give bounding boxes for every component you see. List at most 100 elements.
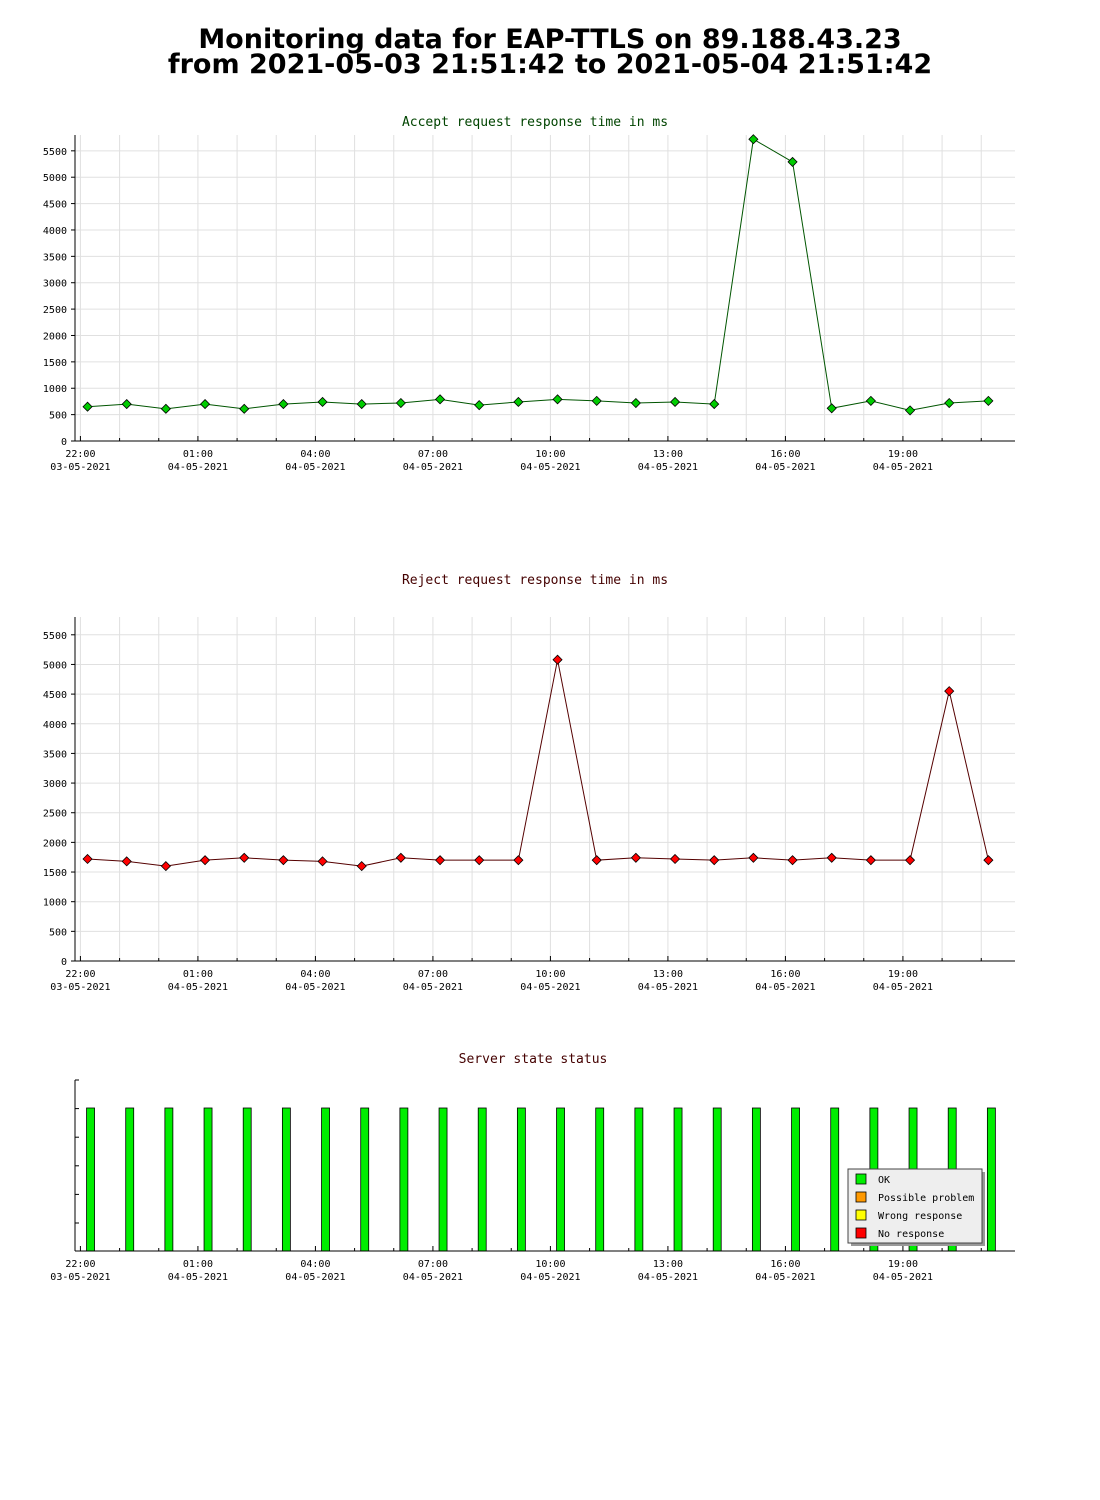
reject-data-point [709, 855, 720, 866]
status-bar [791, 1107, 800, 1252]
reject-x-tick-date: 04-05-2021 [403, 982, 463, 993]
legend-swatch [855, 1227, 867, 1239]
accept-y-tick-label: 0 [61, 437, 67, 448]
legend-swatch [855, 1209, 867, 1221]
reject-data-point [669, 853, 681, 865]
reject-x-tick-time: 19:00 [888, 969, 918, 980]
accept-x-tick-date: 04-05-2021 [168, 462, 228, 473]
status-bar [751, 1107, 761, 1252]
accept-data-point [865, 395, 876, 406]
reject-data-point [239, 852, 250, 863]
status-bar [321, 1107, 330, 1252]
accept-x-tick-time: 07:00 [418, 449, 448, 460]
status-title: Server state status [459, 1052, 608, 1067]
status-x-tick-time: 22:00 [65, 1259, 95, 1270]
accept-data-point [630, 397, 641, 409]
reject-data-point [787, 855, 798, 866]
reject-x-tick-time: 04:00 [300, 969, 330, 980]
status-x-tick-date: 04-05-2021 [168, 1272, 228, 1283]
accept-data-point [983, 395, 994, 406]
status-bar [242, 1107, 252, 1252]
reject-data-point [317, 856, 328, 867]
accept-x-tick-date: 04-05-2021 [285, 462, 345, 473]
reject-x-tick-date: 04-05-2021 [168, 982, 228, 993]
reject-title: Reject request response time in ms [402, 573, 668, 588]
reject-y-tick-label: 4500 [43, 690, 67, 701]
reject-data-point [474, 855, 485, 866]
accept-x-tick-date: 04-05-2021 [403, 462, 463, 473]
reject-data-point [748, 852, 759, 863]
accept-data-point [356, 399, 367, 410]
status-bar [164, 1107, 174, 1252]
reject-data-point [513, 855, 524, 866]
status-bar [986, 1107, 996, 1252]
status-bar [281, 1107, 291, 1252]
accept-data-point [160, 403, 171, 414]
accept-x-tick-time: 19:00 [888, 449, 918, 460]
status-x-tick-time: 10:00 [535, 1259, 565, 1270]
reject-x-tick-date: 04-05-2021 [285, 982, 345, 993]
legend-label: Wrong response [878, 1211, 962, 1222]
reject-y-tick-label: 4000 [43, 720, 67, 731]
accept-x-tick-time: 16:00 [770, 449, 800, 460]
accept-data-point [552, 394, 563, 405]
accept-data-point [121, 399, 132, 410]
reject-data-point [356, 861, 367, 872]
status-x-tick-date: 04-05-2021 [638, 1272, 698, 1283]
status-x-tick-date: 04-05-2021 [873, 1272, 933, 1283]
accept-x-tick-date: 03-05-2021 [50, 462, 110, 473]
reject-y-tick-label: 3500 [43, 749, 67, 760]
status-bar [673, 1107, 683, 1252]
status-bar [634, 1107, 644, 1252]
status-bar [125, 1107, 135, 1252]
reject-data-point [82, 853, 93, 865]
status-x-tick-time: 01:00 [183, 1259, 213, 1270]
accept-x-tick-time: 10:00 [535, 449, 565, 460]
accept-y-tick-label: 2000 [43, 331, 67, 342]
reject-y-tick-label: 0 [61, 957, 67, 968]
reject-data-point [395, 852, 406, 863]
accept-data-point [904, 405, 916, 416]
reject-data-point [865, 855, 876, 866]
accept-y-tick-label: 500 [49, 411, 67, 422]
reject-x-tick-date: 04-05-2021 [520, 982, 580, 993]
accept-x-tick-time: 22:00 [65, 449, 95, 460]
accept-x-tick-date: 04-05-2021 [638, 462, 698, 473]
reject-x-tick-date: 04-05-2021 [638, 982, 698, 993]
accept-title: Accept request response time in ms [402, 115, 668, 130]
reject-y-tick-label: 5500 [43, 631, 67, 642]
reject-data-point [630, 852, 641, 863]
legend-box [847, 1168, 983, 1244]
accept-data-point [278, 399, 289, 410]
reject-x-tick-date: 04-05-2021 [755, 982, 815, 993]
reject-data-point [944, 686, 955, 697]
status-bar [86, 1107, 95, 1252]
reject-x-tick-time: 01:00 [183, 969, 213, 980]
status-bar [477, 1107, 487, 1252]
accept-data-point [748, 134, 759, 145]
reject-y-tick-label: 3000 [43, 779, 67, 790]
status-x-tick-date: 04-05-2021 [285, 1272, 345, 1283]
accept-data-point [944, 397, 955, 409]
accept-x-tick-time: 01:00 [183, 449, 213, 460]
status-x-tick-date: 03-05-2021 [50, 1272, 110, 1283]
status-bar [516, 1107, 526, 1252]
accept-data-point [591, 395, 602, 406]
accept-y-tick-label: 5000 [43, 173, 67, 184]
status-x-tick-time: 16:00 [770, 1259, 800, 1270]
status-bar [360, 1107, 370, 1252]
reject-x-tick-time: 16:00 [770, 969, 800, 980]
status-bar [399, 1107, 409, 1252]
reject-data-point [904, 855, 916, 866]
reject-y-tick-label: 2500 [43, 809, 67, 820]
accept-x-tick-time: 04:00 [300, 449, 330, 460]
reject-y-tick-label: 2000 [43, 838, 67, 849]
accept-y-tick-label: 4000 [43, 226, 67, 237]
accept-data-point [395, 397, 406, 409]
reject-data-point [591, 855, 602, 866]
status-x-tick-time: 07:00 [418, 1259, 448, 1270]
reject-y-tick-label: 1500 [43, 868, 67, 879]
reject-data-point [434, 855, 446, 866]
reject-data-point [121, 856, 132, 867]
